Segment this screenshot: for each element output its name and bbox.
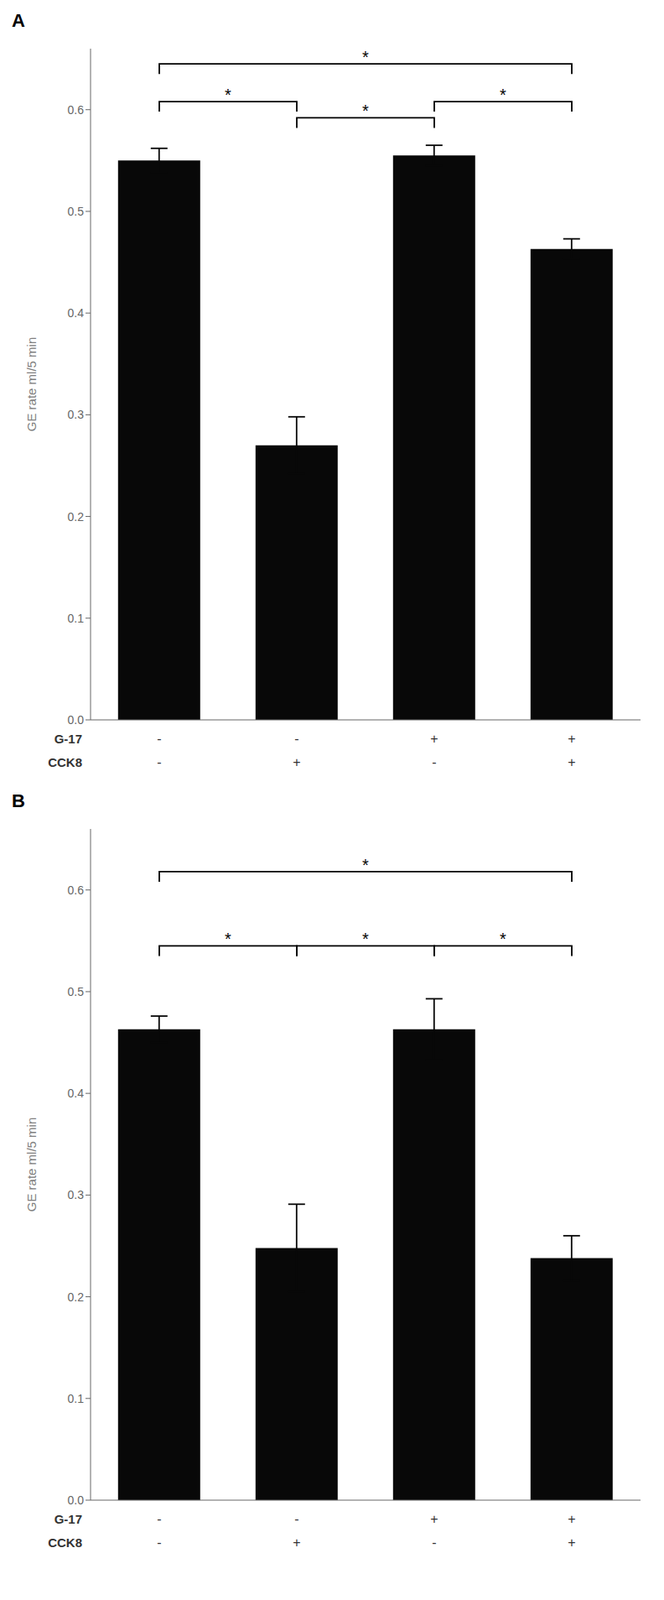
svg-text:+: + <box>567 754 576 769</box>
svg-text:G-17: G-17 <box>54 731 83 746</box>
svg-text:0.3: 0.3 <box>67 407 85 421</box>
svg-text:-: - <box>294 731 299 746</box>
svg-text:*: * <box>224 928 232 948</box>
svg-text:0.4: 0.4 <box>67 306 85 320</box>
svg-text:GE rate ml/5 min: GE rate ml/5 min <box>24 1116 39 1212</box>
svg-text:-: - <box>294 1510 299 1526</box>
svg-text:CCK8: CCK8 <box>47 1534 83 1549</box>
svg-text:-: - <box>156 1510 161 1526</box>
svg-text:+: + <box>292 1534 301 1549</box>
svg-text:-: - <box>431 754 436 769</box>
svg-text:0.1: 0.1 <box>67 611 85 625</box>
svg-text:0.0: 0.0 <box>67 1492 85 1506</box>
html-text:B: B <box>11 789 26 811</box>
svg-text:-: - <box>156 1534 161 1549</box>
svg-text:-: - <box>156 731 161 746</box>
svg-text:*: * <box>362 101 369 120</box>
svg-text:*: * <box>362 855 369 874</box>
svg-text:CCK8: CCK8 <box>47 754 83 769</box>
svg-text:0.3: 0.3 <box>67 1187 85 1201</box>
svg-text:G-17: G-17 <box>54 1510 83 1526</box>
svg-text:0.1: 0.1 <box>67 1390 85 1405</box>
svg-text:+: + <box>567 1510 576 1526</box>
svg-text:+: + <box>430 731 438 746</box>
svg-text:+: + <box>292 754 301 769</box>
html-text:A: A <box>11 10 26 32</box>
svg-text:0.4: 0.4 <box>67 1085 85 1100</box>
svg-text:+: + <box>567 731 576 746</box>
svg-text:*: * <box>224 85 232 104</box>
svg-text:+: + <box>430 1510 438 1526</box>
svg-text:*: * <box>362 47 369 67</box>
svg-text:-: - <box>431 1534 436 1549</box>
svg-text:0.5: 0.5 <box>67 984 85 998</box>
svg-text:-: - <box>156 754 161 769</box>
svg-text:*: * <box>499 85 507 104</box>
svg-text:*: * <box>499 928 507 948</box>
svg-text:0.5: 0.5 <box>67 204 85 218</box>
svg-text:+: + <box>567 1534 576 1549</box>
svg-text:0.6: 0.6 <box>67 882 85 897</box>
svg-text:0.2: 0.2 <box>67 1289 85 1303</box>
svg-text:0.2: 0.2 <box>67 509 85 524</box>
svg-text:0.0: 0.0 <box>67 712 85 727</box>
svg-text:*: * <box>362 928 369 948</box>
svg-text:GE rate ml/5 min: GE rate ml/5 min <box>24 337 39 432</box>
svg-text:0.6: 0.6 <box>67 103 85 117</box>
